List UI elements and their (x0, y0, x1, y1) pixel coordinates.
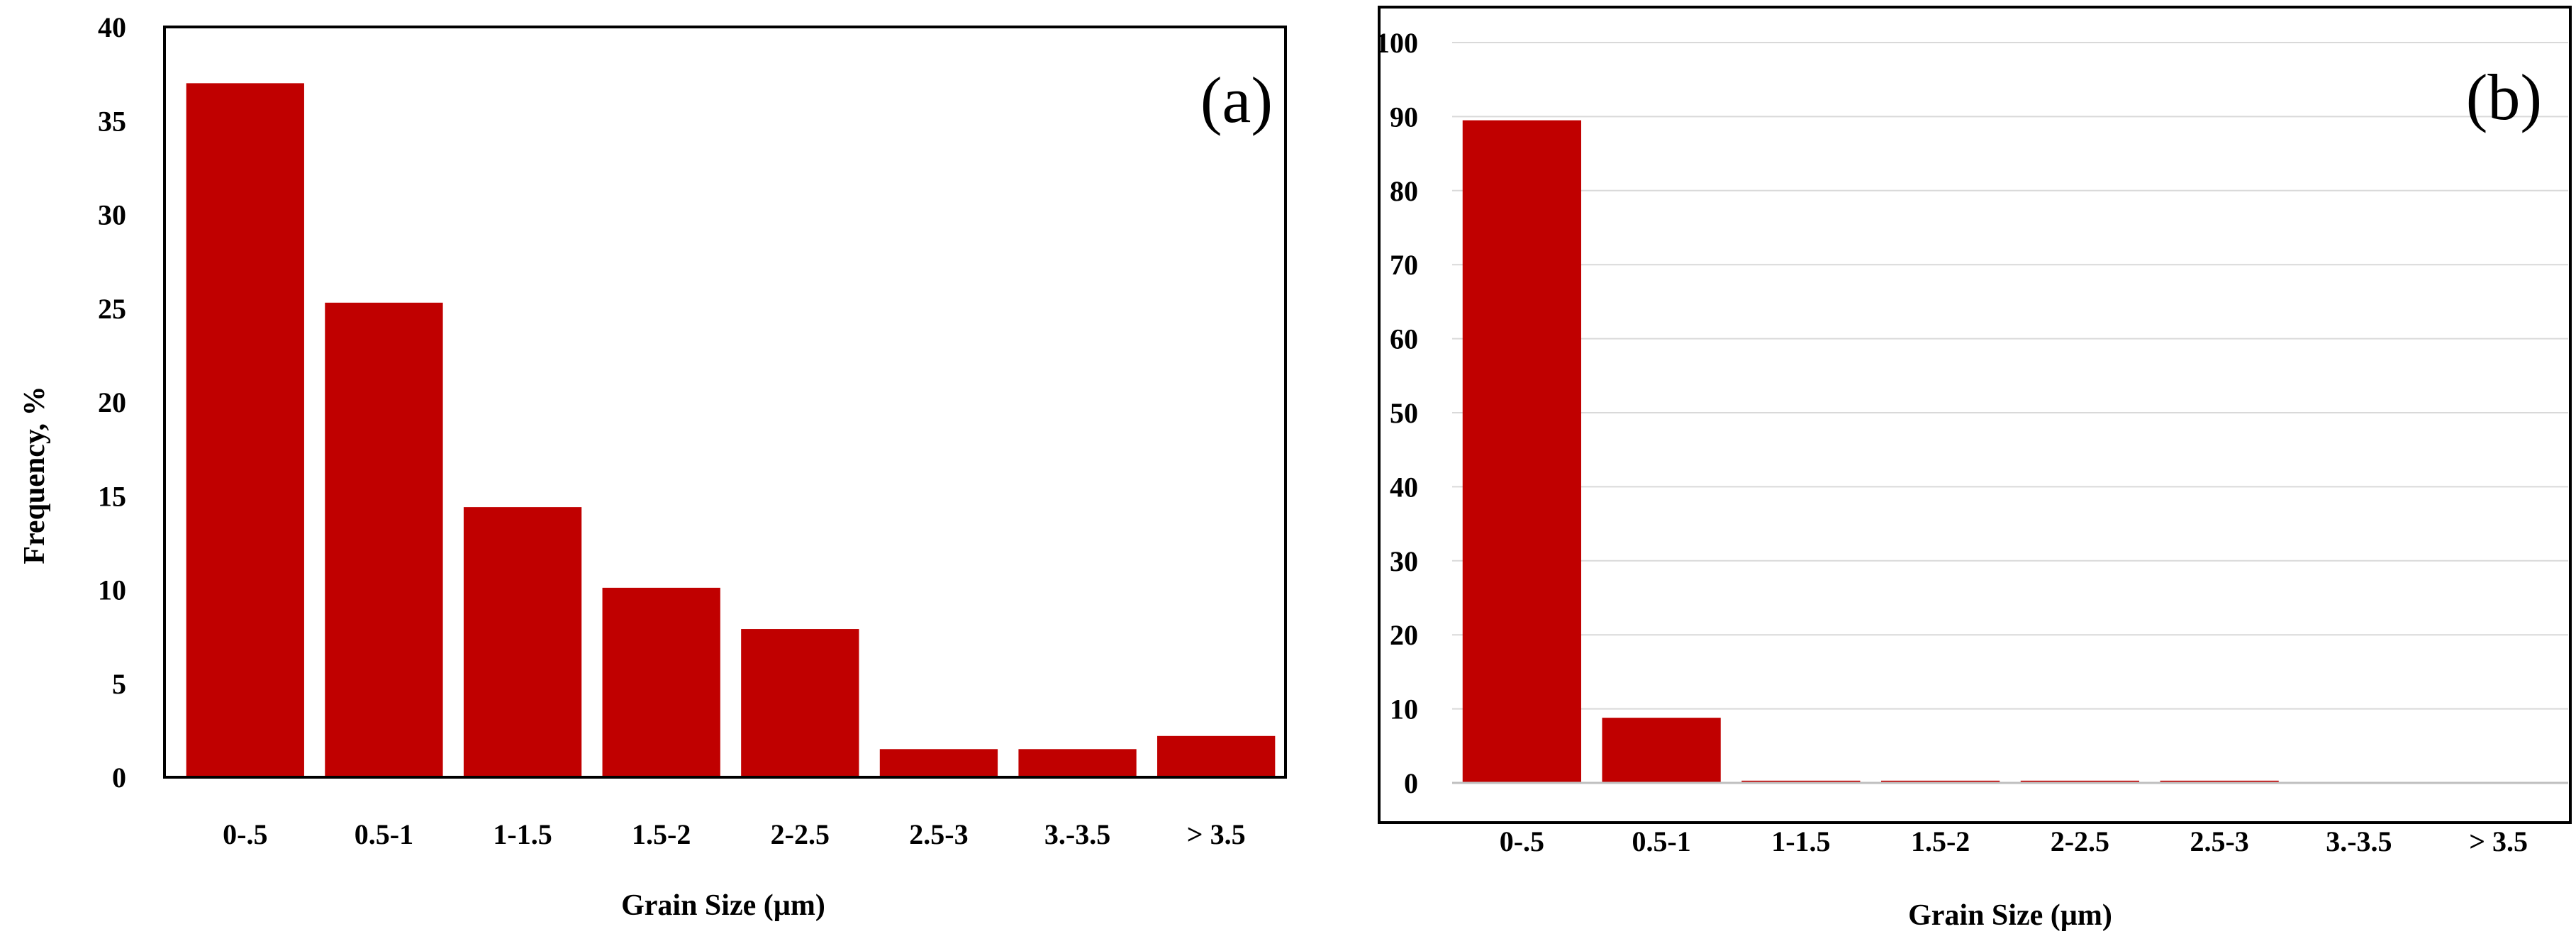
chart-a-bar-1 (186, 83, 304, 778)
chart-a-x-tick-label: 0.5-1 (355, 818, 413, 850)
chart-b-y-tick-label: 0 (1404, 767, 1418, 799)
chart-b-y-tick-label: 60 (1390, 323, 1418, 355)
chart-a-y-tick-label: 30 (98, 199, 126, 231)
chart-a-y-axis-title: Frequency, % (18, 386, 51, 564)
chart-b-grain-size-histogram: 0 10 20 30 40 50 60 70 80 90 100 0-.5 0.5-1 1-1.5 1.5-… (1376, 6, 2572, 932)
chart-b-x-tick-label: 0-.5 (1500, 825, 1544, 857)
chart-a-y-tick-label: 0 (112, 762, 126, 794)
chart-a-bar-6 (879, 749, 998, 777)
chart-a-y-tick-label: 20 (98, 386, 126, 418)
chart-b-y-tick-label: 90 (1390, 101, 1418, 133)
chart-a-y-tick-label: 25 (98, 293, 126, 325)
chart-a-bar-5 (741, 629, 859, 777)
chart-a-x-tick-label: > 3.5 (1187, 818, 1246, 850)
chart-a-x-tick-label: 1-1.5 (493, 818, 552, 850)
chart-b-x-tick-label: > 3.5 (2469, 825, 2528, 857)
chart-a-y-tick-label: 40 (98, 11, 126, 43)
chart-b-x-tick-label: 0.5-1 (1632, 825, 1690, 857)
chart-b-panel-label: (b) (2466, 61, 2542, 133)
chart-b-x-tick-label: 1-1.5 (1771, 825, 1830, 857)
chart-b-bar-2 (1602, 718, 1721, 783)
chart-b-y-tick-label: 10 (1390, 694, 1418, 725)
chart-b-y-tick-label: 100 (1376, 27, 1418, 59)
chart-b-bar-3 (1741, 780, 1861, 783)
chart-b-y-tick-label: 30 (1390, 545, 1418, 577)
chart-b-bar-4 (1881, 780, 2000, 783)
chart-b-y-tick-label: 20 (1390, 619, 1418, 651)
chart-a-y-tick-label: 10 (98, 574, 126, 606)
chart-a-bar-3 (463, 507, 582, 777)
chart-b-x-tick-label: 1.5-2 (1911, 825, 1970, 857)
chart-a-y-tick-label: 15 (98, 480, 126, 512)
chart-b-x-tick-label: 2.5-3 (2190, 825, 2248, 857)
chart-a-x-tick-label: 0-.5 (223, 818, 267, 850)
chart-b-bar-1 (1462, 120, 1581, 783)
chart-b-bar-5 (2020, 780, 2139, 783)
chart-a-x-tick-label: 1.5-2 (632, 818, 691, 850)
chart-a-x-tick-label: 3.-3.5 (1044, 818, 1110, 850)
chart-b-bar-6 (2160, 780, 2279, 783)
chart-b-plot-frame (1378, 6, 2572, 824)
chart-a-bar-4 (602, 587, 720, 777)
chart-a-bar-2 (325, 302, 443, 777)
chart-b-x-tick-label: 2-2.5 (2051, 825, 2109, 857)
chart-a-x-axis-title: Grain Size (µm) (621, 889, 825, 922)
chart-a-bar-8 (1157, 735, 1276, 777)
chart-a-panel-label: (a) (1200, 64, 1273, 136)
chart-b-x-tick-label: 3.-3.5 (2326, 825, 2392, 857)
chart-b-y-tick-label: 70 (1390, 249, 1418, 281)
chart-a-y-tick-label: 35 (98, 105, 126, 137)
chart-a-grain-size-histogram: 0 5 10 15 20 25 30 35 40 0-.5 0.5-1 1-1.5 1.5-2 2-2.5… (18, 11, 1287, 922)
chart-b-y-tick-label: 50 (1390, 397, 1418, 429)
chart-b-x-axis-title: Grain Size (µm) (1908, 899, 2112, 932)
chart-a-x-tick-label: 2-2.5 (771, 818, 830, 850)
chart-a-x-tick-label: 2.5-3 (909, 818, 968, 850)
chart-a-bar-7 (1018, 749, 1137, 777)
chart-b-y-tick-label: 80 (1390, 175, 1418, 207)
chart-b-y-tick-label: 40 (1390, 471, 1418, 503)
chart-a-plot-frame (163, 26, 1287, 779)
chart-a-y-tick-label: 5 (112, 668, 126, 700)
